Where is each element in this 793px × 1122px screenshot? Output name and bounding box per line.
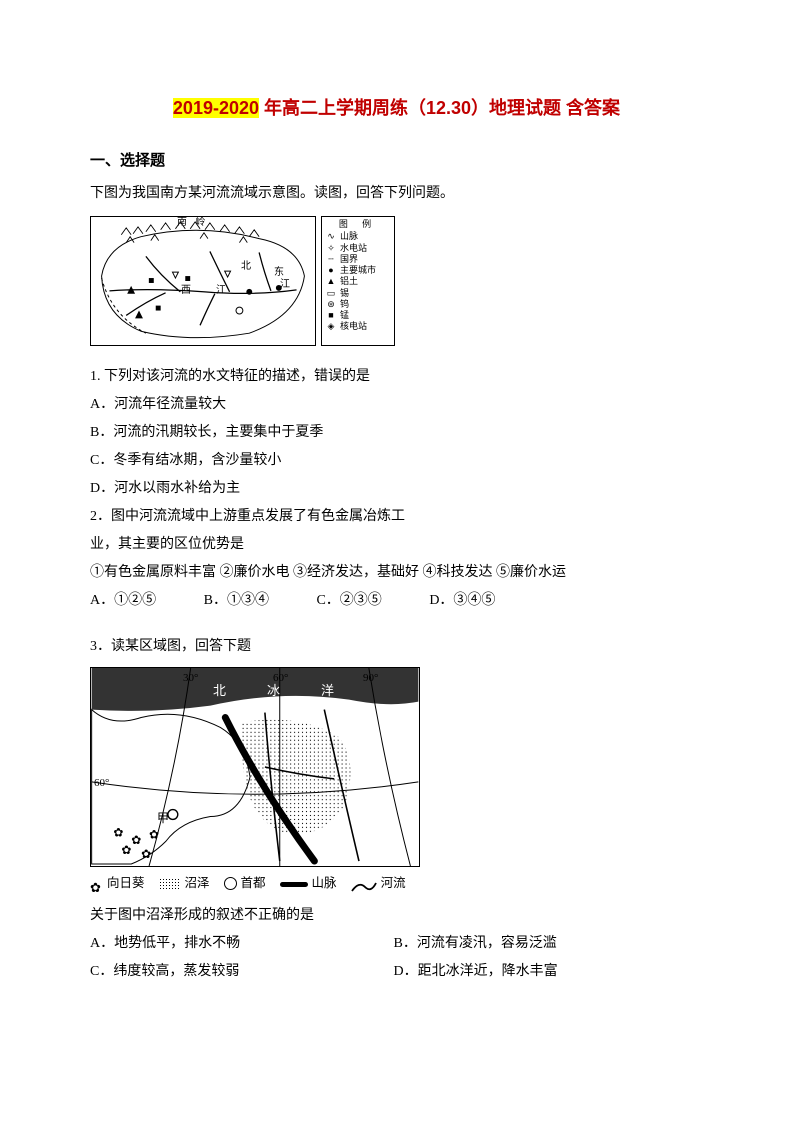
fig1-label-nanling: 南 岭 <box>177 216 209 233</box>
q3-optC: C．纬度较高，蒸发较弱 <box>90 958 390 986</box>
q1-stem: 1. 下列对该河流的水文特征的描述，错误的是 <box>90 363 703 391</box>
fig1-label-dongjiang: 江 <box>280 275 290 295</box>
q2-options: A．①②⑤ B．①③④ C．②③⑤ D．③④⑤ <box>90 587 703 615</box>
q1-optD: D．河水以雨水补给为主 <box>90 475 703 503</box>
legend2-mountain: 山脉 <box>312 871 337 896</box>
fig1-label-bei: 北 <box>241 257 251 277</box>
q3-stem: 3．读某区域图，回答下题 <box>90 633 703 661</box>
legend-sym: ■ <box>325 310 337 321</box>
river-icon <box>351 877 377 891</box>
svg-text:✿: ✿ <box>121 843 131 857</box>
legend2-swamp: 沼泽 <box>185 871 210 896</box>
legend2-river: 河流 <box>381 871 406 896</box>
fig2-top-label: 北 冰 洋 <box>213 678 348 704</box>
legend-sym: ┄ <box>325 254 337 265</box>
legend-title: 图 例 <box>325 219 391 230</box>
legend-label: 锰 <box>340 310 349 321</box>
q3-optB: B．河流有凌汛，容易泛滥 <box>394 930 694 958</box>
legend-label: 水电站 <box>340 243 367 254</box>
q1-optC: C．冬季有结冰期，含沙量较小 <box>90 447 703 475</box>
fig2-deg-90: 90° <box>363 667 378 689</box>
q1-intro: 下图为我国南方某河流流域示意图。读图，回答下列问题。 <box>90 180 703 208</box>
q2-optC: C．②③⑤ <box>316 587 381 615</box>
legend-label: 山脉 <box>340 231 358 242</box>
legend-label: 锡 <box>340 288 349 299</box>
title-highlight: 2019-2020 <box>173 98 259 118</box>
q3-options: A．地势低平，排水不畅 B．河流有凌汛，容易泛滥 C．纬度较高，蒸发较弱 D．距… <box>90 930 703 986</box>
fig1-label-jiang: 江 <box>216 281 226 301</box>
page-title: 2019-2020 年高二上学期周练（12.30）地理试题 含答案 <box>90 90 703 126</box>
legend-label: 主要城市 <box>340 265 376 276</box>
q2-optB: B．①③④ <box>204 587 269 615</box>
fig1-label-xi: 西 <box>181 281 191 301</box>
svg-text:✿: ✿ <box>131 833 141 847</box>
section-heading: 一、选择题 <box>90 146 703 176</box>
sunflower-icon <box>90 877 103 890</box>
q3-optA: A．地势低平，排水不畅 <box>90 930 390 958</box>
figure-2-legend: 向日葵 沼泽 首都 山脉 河流 <box>90 871 703 896</box>
q2-stem2: 业，其主要的区位优势是 <box>90 531 703 559</box>
figure-1: 南 岭 西 江 北 东 江 图 例 ∿山脉 ✧水电站 ┄国界 ●主要城市 ▲铝土… <box>90 216 395 346</box>
q3-sub: 关于图中沼泽形成的叙述不正确的是 <box>90 902 703 930</box>
q2-conds: ①有色金属原料丰富 ②廉价水电 ③经济发达，基础好 ④科技发达 ⑤廉价水运 <box>90 559 703 587</box>
legend-label: 国界 <box>340 254 358 265</box>
figure-1-legend: 图 例 ∿山脉 ✧水电站 ┄国界 ●主要城市 ▲铝土 ▭锡 ⊛钨 ■锰 ◈核电站 <box>321 216 395 346</box>
legend-label: 钨 <box>340 299 349 310</box>
legend-sym: ⊛ <box>325 299 337 310</box>
q2-optD: D．③④⑤ <box>429 587 495 615</box>
legend-sym: ◈ <box>325 321 337 332</box>
q3-optD: D．距北冰洋近，降水丰富 <box>394 958 694 986</box>
q1-optA: A．河流年径流量较大 <box>90 391 703 419</box>
svg-text:✿: ✿ <box>113 825 123 839</box>
legend-sym: ∿ <box>325 231 337 242</box>
title-rest: 年高二上学期周练（12.30）地理试题 含答案 <box>259 98 620 118</box>
legend-label: 核电站 <box>340 321 367 332</box>
q2-stem1: 2．图中河流流域中上游重点发展了有色金属冶炼工 <box>90 503 703 531</box>
mountain-icon <box>280 879 308 889</box>
legend-label: 铝土 <box>340 276 358 287</box>
q2-optA: A．①②⑤ <box>90 587 156 615</box>
svg-text:✿: ✿ <box>141 847 151 861</box>
legend2-sunflower: 向日葵 <box>107 871 145 896</box>
figure-2: ✿ ✿ ✿ ✿ ✿ 30° 60° 90° 60° 北 冰 洋 甲 <box>90 667 420 867</box>
figure-1-map: 南 岭 西 江 北 东 江 <box>90 216 316 346</box>
fig2-deg-left-60: 60° <box>94 772 109 794</box>
legend2-capital: 首都 <box>241 871 266 896</box>
q1-optB: B．河流的汛期较长，主要集中于夏季 <box>90 419 703 447</box>
swamp-icon <box>159 878 181 890</box>
fig2-jia-label: 甲 <box>157 806 169 830</box>
fig2-deg-30: 30° <box>183 667 198 689</box>
capital-icon <box>224 877 237 890</box>
legend-sym: ✧ <box>325 243 337 254</box>
legend-sym: ▲ <box>325 276 337 287</box>
legend-sym: ▭ <box>325 288 337 299</box>
legend-sym: ● <box>325 265 337 276</box>
